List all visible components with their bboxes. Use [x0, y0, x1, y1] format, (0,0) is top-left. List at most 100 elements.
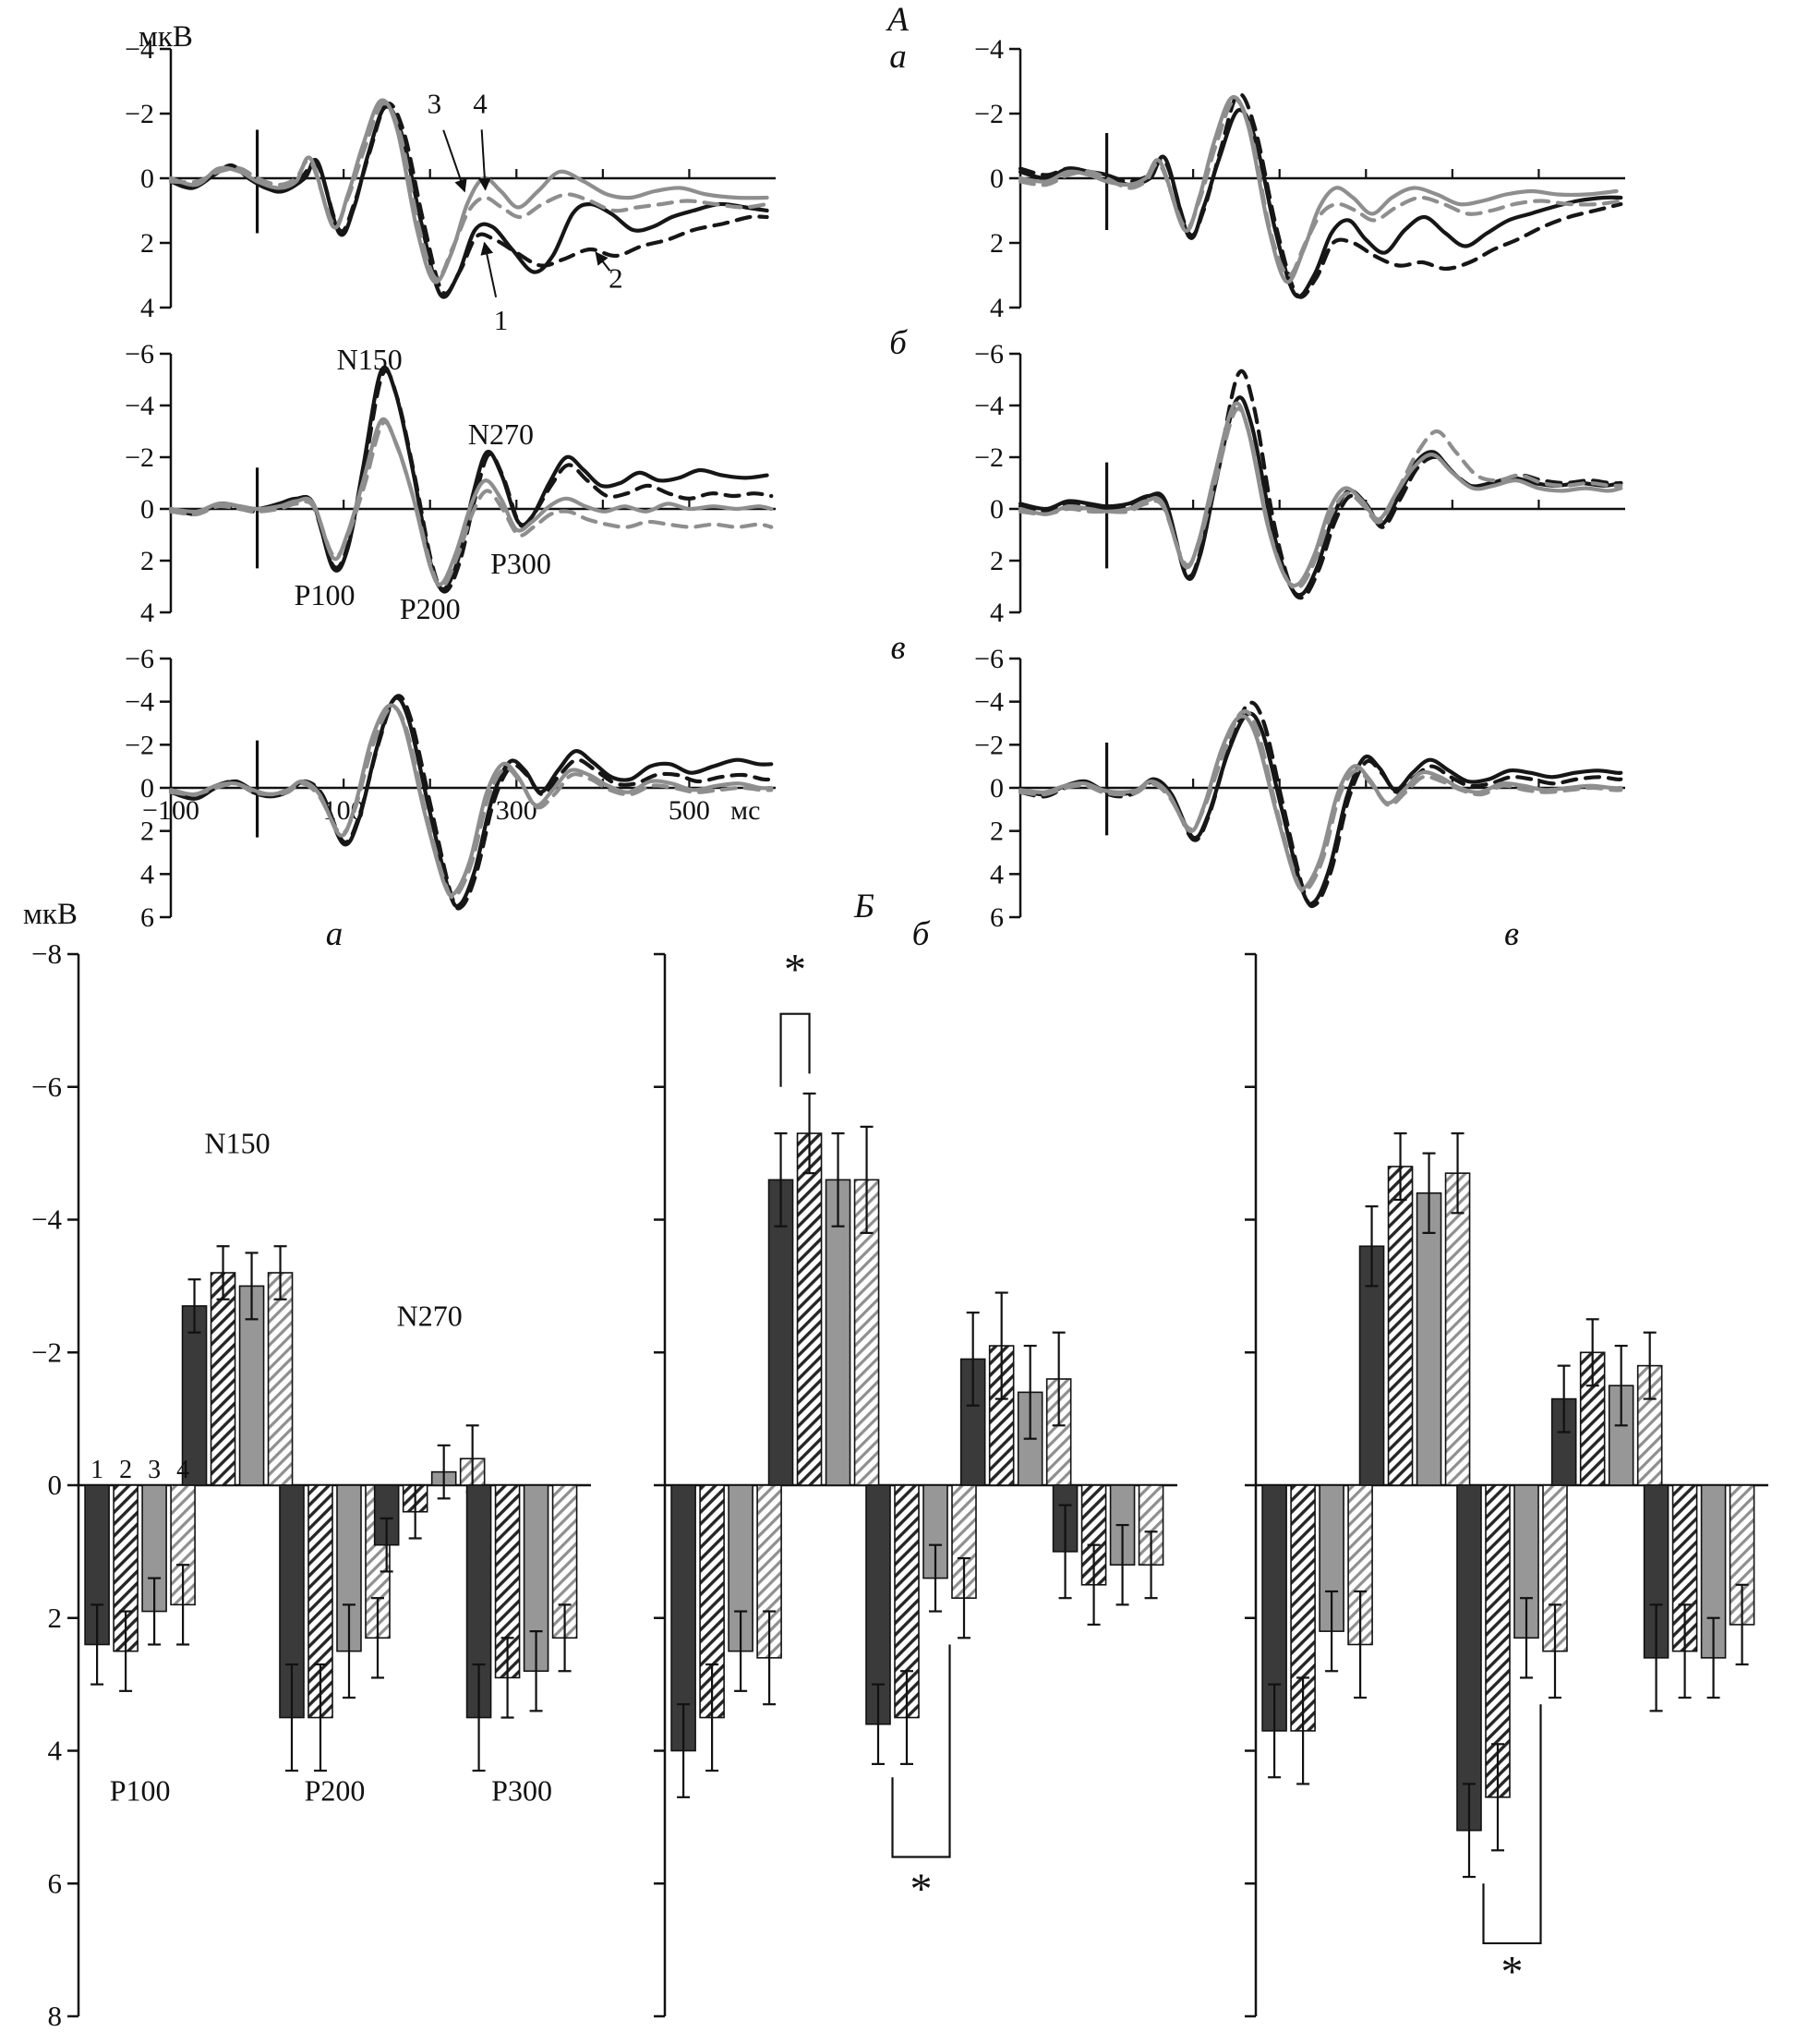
y-tick-label: −2 — [974, 442, 1004, 473]
x-tick-label: 500 — [669, 795, 710, 826]
bar-N150-4 — [267, 1272, 294, 1486]
annotation-arrow — [442, 129, 467, 193]
bar-N270-1 — [1550, 1397, 1577, 1486]
component-label: P200 — [305, 1773, 366, 1807]
y-tick-label: 6 — [140, 902, 154, 933]
y-tick-label: −4 — [125, 34, 154, 65]
y-tick-label: 6 — [990, 902, 1004, 933]
significance-star: * — [910, 1865, 933, 1914]
y-tick-label: −8 — [31, 937, 62, 970]
annotation-arrow — [477, 129, 491, 191]
erp-waveform-curve-3 — [168, 98, 769, 284]
erp-waveform-curve-3 — [1018, 95, 1619, 284]
significance-bracket — [891, 1644, 951, 1858]
bar-P200-1 — [1456, 1484, 1482, 1832]
y-tick-label: −4 — [974, 687, 1004, 718]
annotation-arrow — [595, 251, 611, 272]
component-label: N270 — [468, 417, 534, 451]
erp-waveform-curve-3 — [1018, 401, 1623, 588]
bar-chart-panel-b: ** — [654, 945, 1177, 2018]
y-tick-label: −2 — [974, 99, 1004, 129]
curve-number-label: 2 — [609, 262, 623, 295]
bar-P300-2 — [1080, 1484, 1107, 1586]
bar-N150-1 — [181, 1305, 208, 1486]
y-tick-label: −2 — [125, 442, 154, 473]
y-tick-label: −2 — [125, 99, 154, 129]
significance-bracket — [779, 1012, 811, 1087]
y-tick-label: 4 — [990, 859, 1004, 889]
bar-N150-2 — [1387, 1166, 1414, 1486]
y-tick-label: −6 — [31, 1070, 62, 1103]
y-tick-label: 4 — [140, 293, 154, 323]
erp-waveform-curve-4 — [168, 419, 774, 589]
y-tick-label: 0 — [140, 494, 154, 525]
erp-waveform-curve-4 — [1018, 708, 1623, 894]
x-tick-label: −100 — [142, 795, 199, 826]
erp-waveform-curve-3 — [168, 417, 774, 587]
bar-panel-letter-b: б — [911, 915, 930, 953]
bar-panel-letter-a: а — [325, 915, 344, 953]
erp-waveform-curve-3 — [1018, 714, 1623, 891]
erp-panel-b-right: −6 −4 −2 0 2 4 — [974, 339, 1625, 628]
erp-waveform-curve-1 — [1018, 711, 1623, 906]
erp-panel-b-left: −6 −4 −2 0 2 4 N150 N270 P100 P200 P300 — [125, 339, 776, 628]
component-label: P300 — [491, 1773, 552, 1807]
y-tick-label: 4 — [990, 293, 1004, 323]
significance-bracket — [1482, 1704, 1542, 1945]
significance-star: * — [784, 945, 806, 994]
y-tick-label: 4 — [140, 598, 154, 628]
y-tick-label: −4 — [31, 1203, 62, 1236]
y-tick-label: 2 — [990, 816, 1004, 847]
erp-panel-v-right: −6 −4 −2 0 2 4 6 — [974, 644, 1625, 933]
y-tick-label: −6 — [974, 644, 1004, 674]
y-tick-label: 0 — [990, 773, 1004, 804]
annotation-arrow — [480, 241, 498, 298]
curve-number-label: 1 — [494, 304, 509, 336]
erp-waveform-curve-4 — [1018, 98, 1623, 278]
erp-waveform-curve-4 — [168, 705, 774, 900]
component-label: P100 — [295, 578, 356, 611]
y-tick-label: 2 — [48, 1602, 63, 1634]
component-label: N150 — [337, 343, 403, 376]
erp-waveform-curve-4 — [1018, 406, 1623, 590]
y-tick-label: −2 — [125, 730, 154, 760]
condition-number-label: 1 — [90, 1456, 103, 1484]
bar-N150-4 — [1444, 1172, 1471, 1486]
y-tick-label: −4 — [974, 391, 1004, 421]
bar-N150-2 — [796, 1132, 823, 1486]
row-letter-v: в — [890, 629, 906, 667]
y-tick-label: −6 — [974, 339, 1004, 369]
y-tick-label: 0 — [140, 163, 154, 194]
section-a-title: А — [887, 1, 909, 39]
curve-number-label: 4 — [473, 88, 488, 120]
y-tick-label: 4 — [140, 859, 154, 889]
x-tick-label: мс — [730, 795, 760, 826]
section-b-title: Б — [854, 888, 874, 925]
y-tick-label: 6 — [48, 1867, 63, 1899]
row-letter-a: а — [889, 38, 907, 76]
y-tick-label: 2 — [140, 228, 154, 259]
curve-number-label: 3 — [428, 88, 442, 120]
bar-N150-3 — [825, 1179, 851, 1486]
y-tick-label: 2 — [990, 228, 1004, 259]
condition-number-label: 2 — [119, 1456, 132, 1484]
erp-waveform-curve-1 — [168, 104, 769, 299]
condition-number-label: 4 — [176, 1456, 189, 1484]
y-tick-label: −6 — [125, 644, 154, 674]
erp-panel-a-right: −4 −2 0 2 4 — [974, 34, 1625, 323]
erp-waveform-curve-1 — [168, 365, 769, 591]
y-tick-label: 0 — [990, 163, 1004, 194]
microvolt-unit-label-bottom: мкВ — [23, 898, 78, 931]
y-tick-label: 0 — [140, 773, 154, 804]
component-label: P100 — [110, 1773, 171, 1807]
y-tick-label: −2 — [31, 1336, 62, 1368]
y-tick-label: 0 — [48, 1469, 63, 1501]
bar-chart-panel-v: * — [1245, 952, 1768, 2018]
y-tick-label: 8 — [48, 2000, 63, 2032]
bar-N150-2 — [210, 1272, 236, 1486]
erp-waveform-curve-2 — [1018, 700, 1623, 909]
